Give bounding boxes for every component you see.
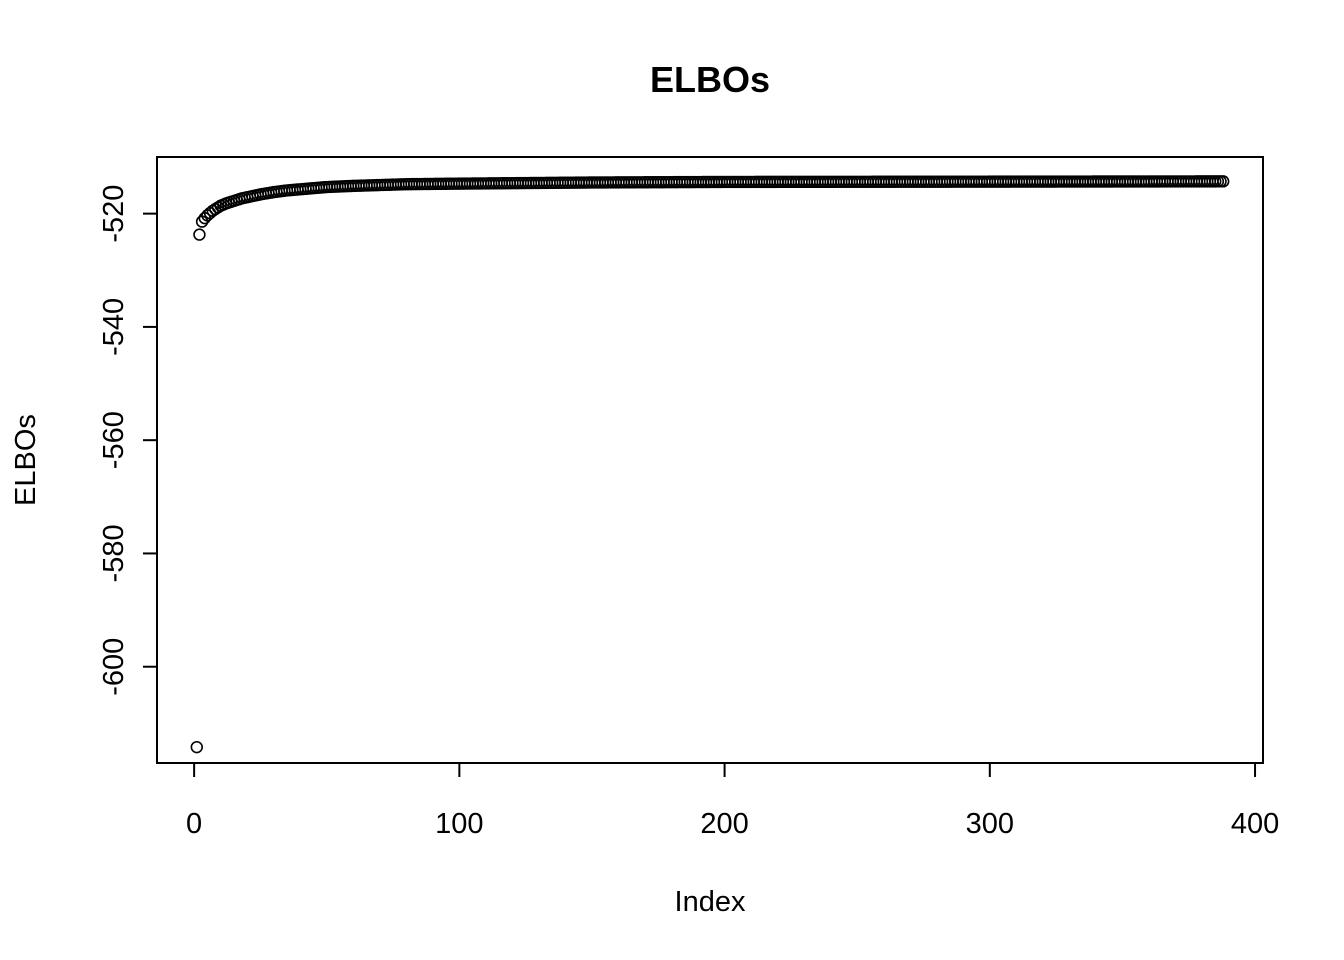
data-points: [190, 175, 1230, 754]
x-tick-label: 100: [435, 808, 483, 840]
y-tick-label: -560: [98, 411, 130, 469]
chart-title: ELBOs: [650, 59, 770, 100]
x-tick-label: 0: [186, 808, 202, 840]
data-point: [1217, 175, 1230, 188]
x-tick-label: 400: [1231, 808, 1279, 840]
plot-frame: [156, 156, 1264, 764]
x-tick-label: 300: [966, 808, 1014, 840]
y-tick-label: -580: [98, 524, 130, 582]
data-point: [193, 228, 206, 241]
data-point: [190, 740, 203, 754]
x-tick-label: 200: [700, 808, 748, 840]
y-tick-label: -600: [98, 638, 130, 696]
y-axis-label: ELBOs: [10, 414, 42, 506]
y-tick-label: -540: [98, 298, 130, 356]
y-axis: -600 -580 -560 -540 -520: [98, 185, 158, 696]
x-axis-label: Index: [675, 886, 746, 918]
y-tick-label: -520: [98, 185, 130, 243]
x-axis: 0 100 200 300 400: [186, 762, 1279, 840]
